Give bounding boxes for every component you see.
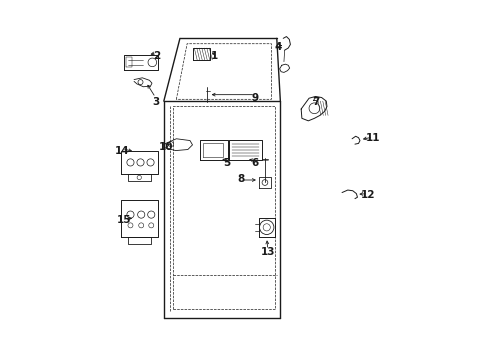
Text: 14: 14 <box>114 145 129 156</box>
Text: 13: 13 <box>260 247 274 257</box>
Text: 10: 10 <box>159 142 173 152</box>
Text: 11: 11 <box>365 133 379 143</box>
Text: 12: 12 <box>360 190 375 200</box>
Text: 9: 9 <box>251 93 258 103</box>
Text: 4: 4 <box>274 42 282 52</box>
Text: 15: 15 <box>117 215 131 225</box>
Text: 6: 6 <box>251 158 258 168</box>
Text: 1: 1 <box>210 51 217 61</box>
Text: 3: 3 <box>152 97 159 107</box>
Text: 7: 7 <box>312 97 319 107</box>
Text: 8: 8 <box>237 174 244 184</box>
Text: 2: 2 <box>153 51 160 61</box>
Text: 5: 5 <box>223 158 230 168</box>
